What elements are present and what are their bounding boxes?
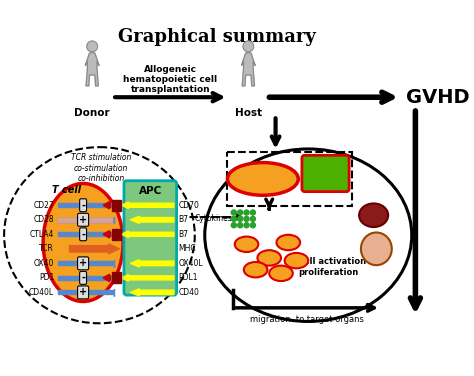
Ellipse shape [205, 149, 412, 321]
Text: T: T [278, 269, 284, 278]
FancyBboxPatch shape [302, 155, 349, 192]
FancyArrow shape [103, 230, 110, 238]
Ellipse shape [4, 147, 195, 323]
Text: +: + [79, 258, 87, 268]
Text: CTLA4: CTLA4 [30, 230, 54, 239]
Text: B7: B7 [178, 215, 189, 224]
Text: T: T [294, 256, 299, 265]
Text: Cytokines: Cytokines [194, 214, 232, 223]
FancyArrow shape [103, 202, 110, 209]
Text: T cell activation
proliferation: T cell activation proliferation [290, 257, 366, 277]
Ellipse shape [228, 162, 298, 195]
Text: Graphical summary: Graphical summary [118, 28, 316, 46]
Text: CD70: CD70 [178, 201, 199, 210]
Circle shape [250, 216, 255, 221]
Circle shape [237, 223, 243, 228]
Ellipse shape [235, 237, 258, 252]
Ellipse shape [257, 250, 281, 265]
Ellipse shape [276, 235, 300, 250]
Text: Donor T cell: Donor T cell [237, 174, 289, 183]
FancyArrow shape [58, 260, 114, 267]
FancyArrow shape [103, 274, 110, 282]
Text: MHC: MHC [178, 244, 196, 253]
Text: T: T [286, 238, 291, 247]
Text: B7: B7 [178, 230, 189, 239]
Circle shape [244, 216, 249, 221]
Ellipse shape [43, 183, 123, 302]
Text: TCR: TCR [39, 244, 54, 253]
Text: Liver: Liver [363, 210, 384, 219]
Text: TCR stimulation
co-stimulation
co-inhibition: TCR stimulation co-stimulation co-inhibi… [71, 153, 131, 183]
FancyArrow shape [58, 289, 114, 296]
Circle shape [250, 210, 255, 215]
FancyArrow shape [121, 231, 174, 238]
Text: T: T [253, 265, 258, 274]
Bar [112, 273, 121, 284]
Text: +: + [79, 287, 87, 297]
Circle shape [237, 210, 243, 215]
FancyArrow shape [58, 231, 114, 238]
Text: T: T [244, 240, 249, 249]
Text: Host
APC: Host APC [315, 164, 337, 183]
Text: CD28: CD28 [34, 215, 54, 224]
FancyArrow shape [130, 216, 174, 223]
Text: Gut: Gut [369, 245, 384, 254]
FancyArrow shape [58, 217, 114, 223]
FancyArrow shape [130, 289, 174, 296]
Circle shape [244, 210, 249, 215]
Text: PD1: PD1 [39, 273, 54, 282]
Text: CD27: CD27 [33, 201, 54, 210]
Text: CD40L: CD40L [29, 288, 54, 297]
Ellipse shape [359, 203, 388, 227]
FancyArrow shape [121, 275, 174, 281]
Text: CD40: CD40 [178, 288, 199, 297]
Text: -: - [81, 273, 85, 283]
Ellipse shape [244, 262, 267, 277]
Circle shape [250, 223, 255, 228]
Text: PDL1: PDL1 [178, 273, 198, 282]
Text: migration  to target organs: migration to target organs [249, 315, 364, 324]
Text: GVHD: GVHD [406, 88, 470, 107]
Text: T: T [266, 253, 272, 262]
Ellipse shape [361, 232, 392, 265]
Polygon shape [85, 53, 99, 86]
Circle shape [231, 210, 237, 215]
Ellipse shape [269, 265, 293, 281]
Circle shape [244, 223, 249, 228]
FancyBboxPatch shape [124, 181, 177, 295]
Text: Donor: Donor [74, 108, 110, 118]
Circle shape [231, 223, 237, 228]
Circle shape [231, 216, 237, 221]
Circle shape [243, 41, 254, 52]
Text: T cell: T cell [52, 185, 82, 195]
Text: APC: APC [139, 186, 162, 196]
Circle shape [237, 216, 243, 221]
FancyArrow shape [70, 244, 119, 254]
FancyArrow shape [58, 275, 114, 281]
Text: +: + [79, 215, 87, 225]
FancyArrow shape [58, 202, 114, 208]
Bar [112, 229, 121, 240]
FancyArrow shape [130, 260, 174, 267]
Polygon shape [242, 53, 255, 86]
Text: Allogeneic
hematopoietic cell
transplantation: Allogeneic hematopoietic cell transplant… [123, 65, 217, 94]
FancyArrow shape [58, 218, 112, 221]
FancyArrow shape [121, 202, 174, 208]
Circle shape [87, 41, 98, 52]
Bar [112, 200, 121, 211]
Text: -: - [81, 200, 85, 210]
Text: -: - [81, 229, 85, 239]
Text: Host: Host [235, 108, 262, 118]
Ellipse shape [285, 253, 308, 268]
Text: OX40: OX40 [34, 259, 54, 268]
Text: OX40L: OX40L [178, 259, 203, 268]
